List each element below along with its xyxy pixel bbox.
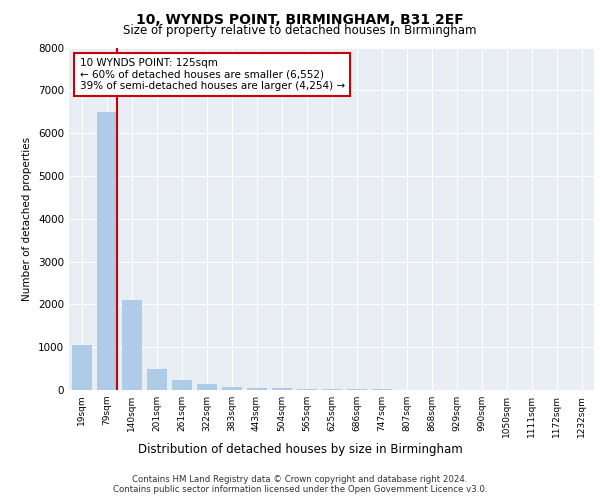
Y-axis label: Number of detached properties: Number of detached properties [22, 136, 32, 301]
Bar [172, 380, 191, 390]
Bar [322, 389, 341, 390]
Bar [97, 112, 116, 390]
Bar [347, 389, 367, 390]
Bar [146, 368, 167, 390]
Bar [197, 384, 217, 390]
Bar [221, 386, 241, 390]
Bar [247, 388, 266, 390]
Bar [296, 388, 317, 390]
Text: Size of property relative to detached houses in Birmingham: Size of property relative to detached ho… [123, 24, 477, 37]
Bar [271, 388, 292, 390]
Text: 10 WYNDS POINT: 125sqm
← 60% of detached houses are smaller (6,552)
39% of semi-: 10 WYNDS POINT: 125sqm ← 60% of detached… [79, 58, 344, 91]
Bar [121, 300, 142, 390]
Text: 10, WYNDS POINT, BIRMINGHAM, B31 2EF: 10, WYNDS POINT, BIRMINGHAM, B31 2EF [136, 12, 464, 26]
Text: Distribution of detached houses by size in Birmingham: Distribution of detached houses by size … [137, 442, 463, 456]
Bar [71, 345, 91, 390]
Text: Contains HM Land Registry data © Crown copyright and database right 2024.
Contai: Contains HM Land Registry data © Crown c… [113, 474, 487, 494]
